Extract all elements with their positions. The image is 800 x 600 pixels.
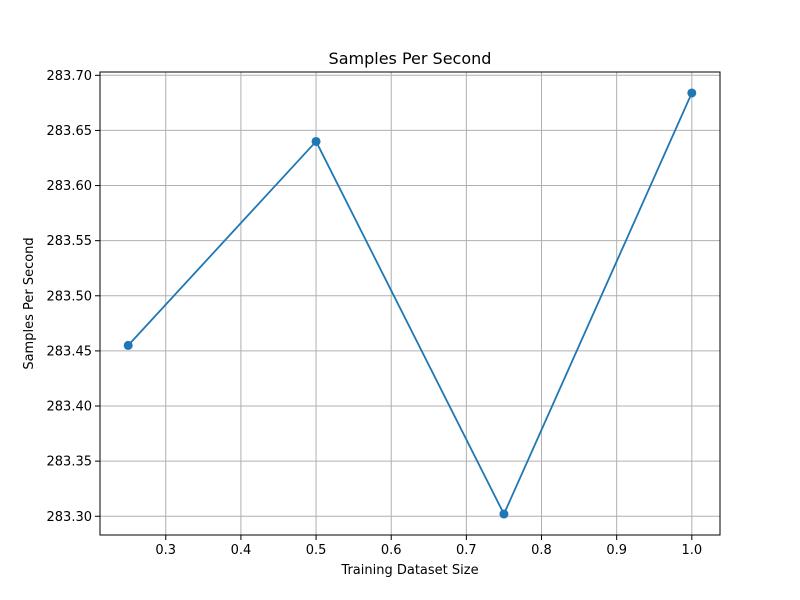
x-tick-label: 0.9 [606, 543, 627, 558]
series-layer [123, 88, 697, 519]
data-point [123, 340, 133, 350]
y-tick-label: 283.35 [47, 455, 93, 470]
x-axis-label: Training Dataset Size [340, 563, 478, 578]
y-tick-label: 283.55 [47, 234, 93, 249]
x-tick-label: 0.3 [155, 543, 176, 558]
chart-title: Samples Per Second [329, 49, 492, 68]
y-tick-label: 283.50 [47, 289, 93, 304]
grid [100, 72, 720, 535]
y-tick-label: 283.65 [47, 124, 93, 139]
data-point [499, 509, 509, 519]
series-line [127, 92, 693, 515]
y-axis-label: Samples Per Second [22, 237, 37, 369]
x-tick-label: 0.4 [231, 543, 252, 558]
x-axis: 0.3 0.4 0.5 0.6 0.7 0.8 0.9 1.0 [155, 535, 702, 558]
x-tick-label: 0.8 [531, 543, 552, 558]
x-tick-label: 1.0 [681, 543, 702, 558]
data-point [687, 88, 697, 98]
x-tick-label: 0.7 [456, 543, 477, 558]
y-tick-label: 283.30 [47, 510, 93, 525]
plot-area-frame [99, 71, 721, 536]
y-tick-label: 283.40 [47, 400, 93, 415]
y-tick-label: 283.45 [47, 344, 93, 359]
x-tick-label: 0.6 [381, 543, 402, 558]
x-tick-label: 0.5 [306, 543, 327, 558]
y-tick-label: 283.60 [47, 179, 93, 194]
y-axis: 283.30 283.35 283.40 283.45 283.50 283.55 283.… [47, 69, 100, 525]
data-point [311, 136, 321, 146]
y-tick-label: 283.70 [47, 69, 93, 84]
